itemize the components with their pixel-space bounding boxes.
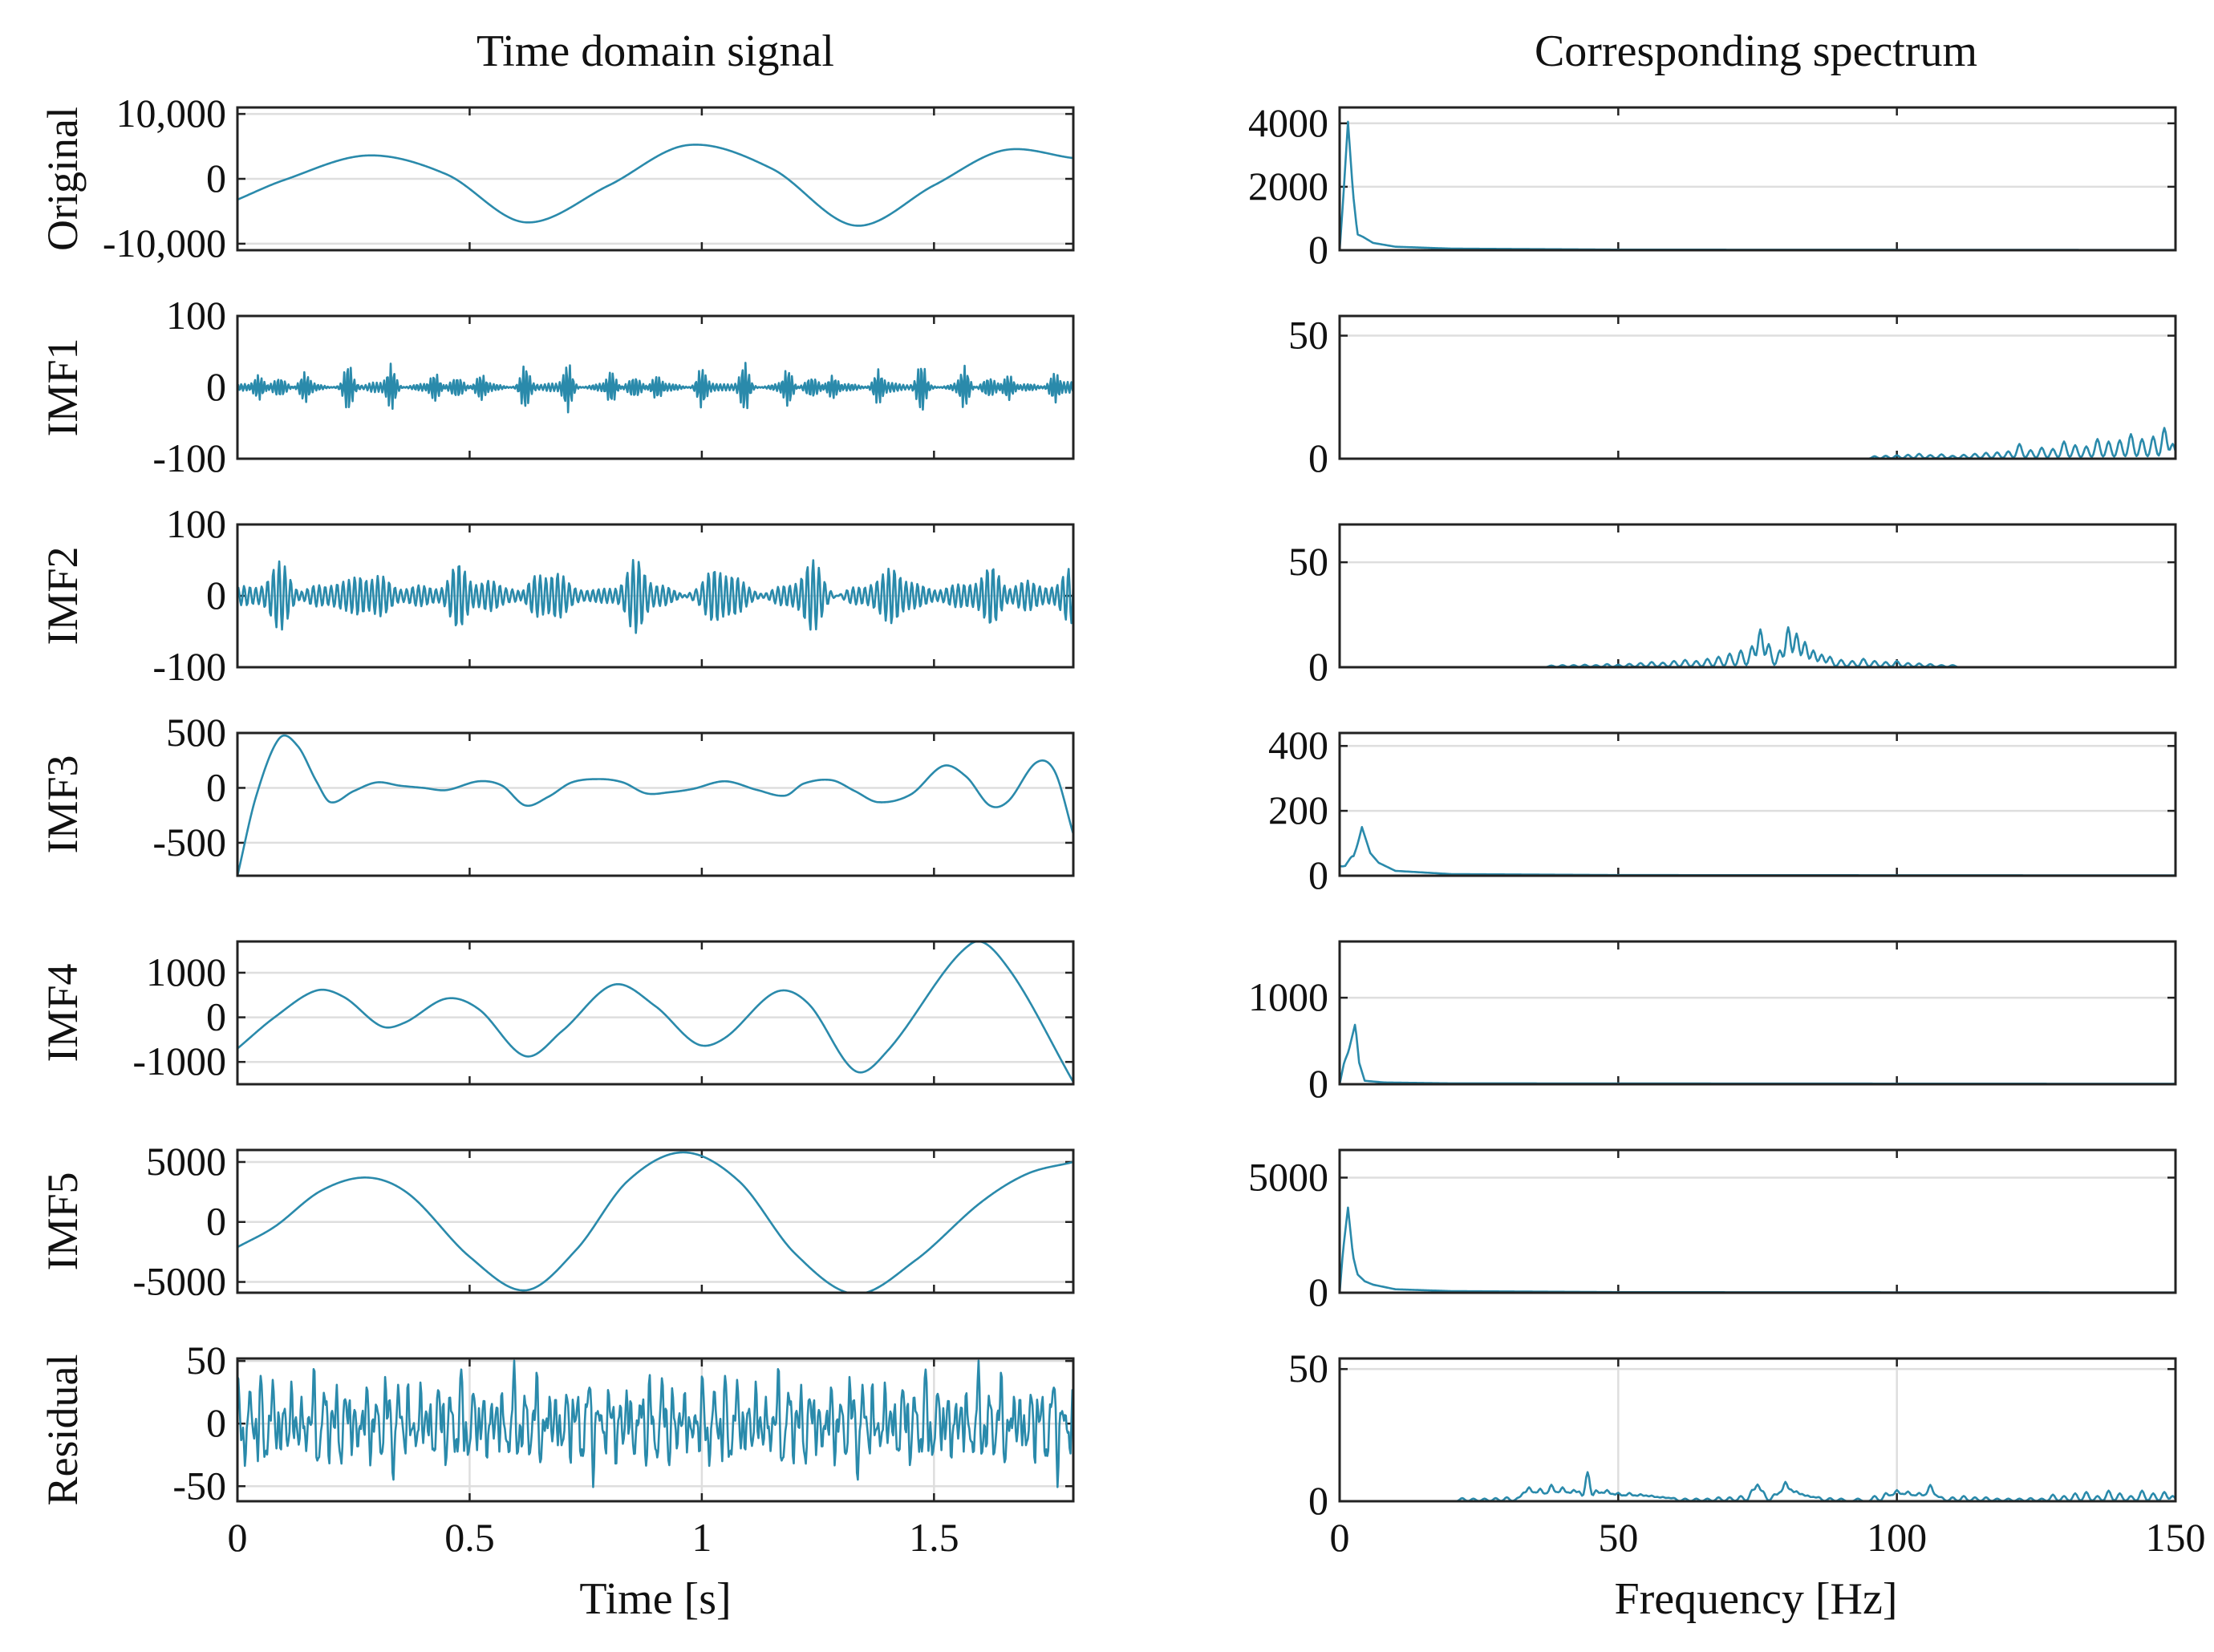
spectrum-xtick-label: 150 [2146,1515,2206,1560]
imf1-time-ytick-label: -100 [152,435,226,480]
residual-time-ytick-label: 50 [186,1338,226,1383]
imf2-spectrum-ytick-label: 0 [1308,644,1328,689]
row-label-original: Original [39,107,87,251]
imf5-spectrum-ytick-label: 0 [1308,1269,1328,1314]
imf3-time-ytick-label: 500 [166,710,226,755]
imf3-spectrum-series-line [1340,826,2175,876]
imf4-spectrum-ytick-label: 0 [1308,1061,1328,1106]
imf1-spectrum-panel: 50 0 [1288,313,2177,480]
time-xtick-label: 1.5 [909,1515,959,1560]
original-spectrum-frame [1338,106,2177,252]
imf5-spectrum-ytick-label: 5000 [1248,1154,1328,1199]
imf4-spectrum-series-line [1340,1023,2175,1084]
row-label-imf3: IMF3 [39,755,87,853]
imf1-time-panel: 100 0 -100 [152,293,1075,480]
row-label-imf4: IMF4 [39,963,87,1062]
row-label-residual: Residual [39,1354,87,1506]
original-time-ytick-label: -10,000 [103,221,226,265]
imf1-spectrum-ytick-label: 0 [1308,435,1328,480]
imf3-spectrum-frame [1338,731,2177,877]
imf5-time-ytick-label: -5000 [132,1259,226,1304]
spectrum-xtick-label: 100 [1867,1515,1927,1560]
imf2-time-ytick-label: 100 [166,501,226,546]
imf5-time-frame [236,1148,1075,1294]
imf5-time-series-line [237,1151,1073,1293]
imf4-spectrum-panel: 1000 0 [1248,940,2177,1106]
row-label-imf2: IMF2 [39,546,87,645]
imf1-time-ytick-label: 0 [206,364,226,409]
imf1-spectrum-series-line [1340,427,2175,459]
imf1-spectrum-ytick-label: 50 [1288,313,1328,358]
panels-layer: 10,0000-10,000400020000Original1000-1005… [39,91,2206,1560]
imf3-time-ytick-label: 0 [206,764,226,809]
time-column-title: Time domain signal [476,26,834,76]
residual-time-ytick-label: -50 [172,1463,226,1508]
time-axis-label: Time [s] [579,1574,731,1624]
imf1-time-series-line [237,362,1073,414]
residual-time-panel: 500-500 0.5 1 1.5 [172,1338,1075,1560]
imf2-time-ytick-label: -100 [152,644,226,689]
original-spectrum-ytick-label: 2000 [1248,164,1328,209]
original-spectrum-panel: 4000 2000 0 [1248,100,2177,272]
imf1-time-ytick-label: 100 [166,293,226,338]
residual-spectrum-ytick-label: 50 [1288,1346,1328,1391]
residual-spectrum-panel: 50 00 50 100 150 [1288,1346,2206,1560]
row-label-imf1: IMF1 [39,338,87,436]
imf3-spectrum-ytick-label: 200 [1268,788,1328,832]
imf1-spectrum-frame [1338,314,2177,460]
imf3-time-frame [236,731,1075,877]
residual-spectrum-ytick-label: 0 [1308,1478,1328,1523]
imf4-spectrum-ytick-label: 1000 [1248,974,1328,1019]
imf3-spectrum-ytick-label: 0 [1308,852,1328,897]
original-time-ytick-label: 0 [206,156,226,200]
imf3-spectrum-ytick-label: 400 [1268,723,1328,767]
imf2-time-panel: 100 0 -100 [152,501,1075,689]
imf5-time-ytick-label: 0 [206,1199,226,1244]
residual-time-series-line [237,1359,1073,1488]
residual-time-frame [236,1357,1075,1503]
original-spectrum-ytick-label: 0 [1308,227,1328,272]
imf1-time-frame [236,314,1075,460]
imf5-time-ytick-label: 5000 [146,1139,226,1184]
imf4-time-series-line [237,941,1073,1083]
imf2-time-frame [236,523,1075,669]
original-time-series-line [237,144,1073,227]
original-time-frame [236,106,1075,252]
imf4-time-ytick-label: 1000 [146,949,226,994]
residual-time-ytick-label: 0 [206,1400,226,1445]
imf2-spectrum-frame [1338,523,2177,669]
frequency-axis-label: Frequency [Hz] [1615,1574,1898,1624]
spectrum-column-title: Corresponding spectrum [1535,26,1977,76]
imf4-spectrum-frame [1338,940,2177,1086]
time-xtick-label: 1 [691,1515,712,1560]
imf2-spectrum-panel: 50 0 [1288,523,2177,689]
time-xtick-label: 0.5 [444,1515,495,1560]
imf2-spectrum-series-line [1340,626,2175,667]
spectrum-xtick-label: 50 [1598,1515,1638,1560]
imf4-time-ytick-label: -1000 [132,1039,226,1083]
original-time-ytick-label: 10,000 [116,91,227,136]
imf3-time-series-line [237,734,1073,876]
imf2-time-ytick-label: 0 [206,573,226,617]
spectrum-xtick-label: 0 [1330,1515,1350,1560]
imf5-spectrum-series-line [1340,1206,2175,1293]
row-label-imf5: IMF5 [39,1172,87,1270]
imf5-spectrum-frame [1338,1148,2177,1294]
time-xtick-label: 0 [228,1515,248,1560]
imf4-time-frame [236,940,1075,1086]
original-time-panel: 10,000 0 -10,000 [103,91,1075,265]
imf2-spectrum-ytick-label: 50 [1288,539,1328,584]
imf3-time-panel: 500 0 -500 [152,710,1075,877]
imf3-time-ytick-label: -500 [152,820,226,864]
imf2-time-series-line [237,559,1073,634]
residual-spectrum-series-line [1340,1471,2175,1501]
original-spectrum-ytick-label: 4000 [1248,100,1328,145]
imf4-time-ytick-label: 0 [206,994,226,1039]
imf5-time-panel: 5000 0 -5000 [132,1139,1075,1304]
residual-spectrum-frame [1338,1357,2177,1503]
imf5-spectrum-panel: 5000 0 [1248,1148,2177,1314]
imf3-spectrum-panel: 400 200 0 [1268,723,2177,897]
